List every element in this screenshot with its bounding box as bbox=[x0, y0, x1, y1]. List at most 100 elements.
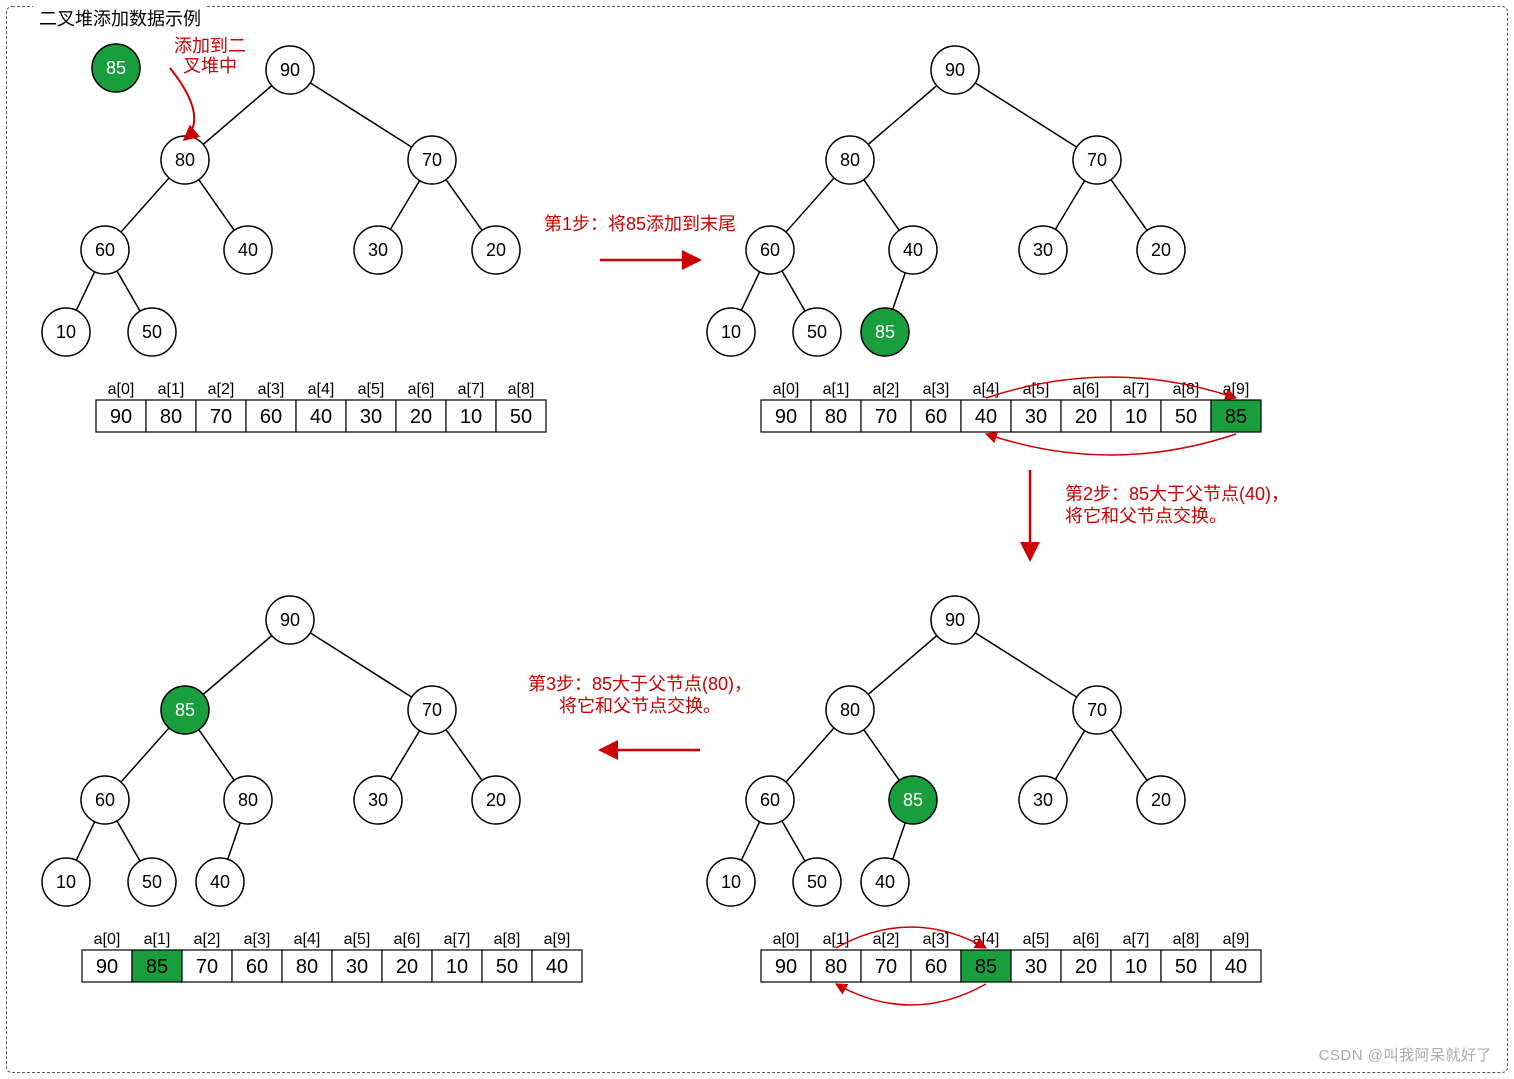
array-value: 30 bbox=[346, 956, 368, 978]
array-header: a[1] bbox=[823, 931, 850, 948]
node-value: 40 bbox=[875, 872, 895, 892]
node-value: 30 bbox=[1033, 790, 1053, 810]
array-value: 80 bbox=[160, 406, 182, 428]
array-header: a[9] bbox=[544, 931, 571, 948]
node-value: 80 bbox=[238, 790, 258, 810]
array-value: 60 bbox=[260, 406, 282, 428]
array-header: a[6] bbox=[408, 381, 435, 398]
tree-edge bbox=[741, 272, 759, 311]
watermark: CSDN @叫我阿呆就好了 bbox=[1319, 1044, 1492, 1065]
node-value: 20 bbox=[486, 790, 506, 810]
array-value: 10 bbox=[1125, 406, 1147, 428]
node-value: 70 bbox=[1087, 150, 1107, 170]
array-header: a[2] bbox=[873, 931, 900, 948]
node-value: 60 bbox=[95, 240, 115, 260]
tree-edge bbox=[893, 823, 905, 860]
array-header: a[2] bbox=[873, 381, 900, 398]
step3-label: 第3步：85大于父节点(80)， bbox=[528, 674, 752, 694]
tree-edge bbox=[786, 178, 834, 232]
tree-edge bbox=[1111, 180, 1147, 231]
annotation-arrow bbox=[170, 68, 194, 140]
node-value: 85 bbox=[106, 58, 126, 78]
array-value: 80 bbox=[825, 956, 847, 978]
tree-edge bbox=[76, 822, 94, 861]
panel-p4: 90857060803020105040a[0]a[1]a[2]a[3]a[4]… bbox=[42, 596, 582, 982]
array-header: a[8] bbox=[494, 931, 521, 948]
node-value: 80 bbox=[840, 700, 860, 720]
array-header: a[0] bbox=[108, 381, 135, 398]
node-value: 10 bbox=[56, 872, 76, 892]
panel-p1: 90807060403020105085a[0]a[1]a[2]a[3]a[4]… bbox=[42, 36, 546, 432]
node-value: 80 bbox=[175, 150, 195, 170]
node-value: 50 bbox=[807, 322, 827, 342]
tree-edge bbox=[310, 83, 411, 147]
node-value: 60 bbox=[760, 240, 780, 260]
array-value: 70 bbox=[210, 406, 232, 428]
tree-edge bbox=[786, 728, 834, 782]
node-value: 60 bbox=[760, 790, 780, 810]
node-value: 30 bbox=[368, 240, 388, 260]
array-header: a[7] bbox=[1123, 381, 1150, 398]
annotation-text: 添加到二 bbox=[174, 36, 246, 56]
tree-edge bbox=[975, 633, 1076, 697]
array-value: 20 bbox=[396, 956, 418, 978]
array-value: 50 bbox=[510, 406, 532, 428]
array-value: 60 bbox=[246, 956, 268, 978]
node-value: 60 bbox=[95, 790, 115, 810]
node-value: 80 bbox=[840, 150, 860, 170]
node-value: 30 bbox=[1033, 240, 1053, 260]
array-header: a[1] bbox=[158, 381, 185, 398]
tree-edge bbox=[864, 180, 899, 231]
node-value: 70 bbox=[422, 150, 442, 170]
tree-edge bbox=[199, 730, 234, 781]
node-value: 70 bbox=[422, 700, 442, 720]
array-value: 85 bbox=[1225, 406, 1247, 428]
diagram-svg: 90 80 70 60 40 30 20 10 50 85 a[0] a[1] a[2] a[3] a[4]… bbox=[0, 0, 1514, 1079]
swap-arc-bottom bbox=[836, 984, 986, 1005]
node-value: 90 bbox=[280, 60, 300, 80]
step2-label: 第2步：85大于父节点(40)， bbox=[1065, 484, 1289, 504]
array-value: 50 bbox=[1175, 406, 1197, 428]
array-header: a[4] bbox=[308, 381, 335, 398]
array-value: 70 bbox=[196, 956, 218, 978]
array-value: 40 bbox=[1225, 956, 1247, 978]
node-value: 70 bbox=[1087, 700, 1107, 720]
node-value: 20 bbox=[1151, 240, 1171, 260]
tree-edge bbox=[203, 86, 272, 145]
tree-edge bbox=[446, 180, 482, 231]
array-header: a[0] bbox=[773, 931, 800, 948]
node-value: 50 bbox=[807, 872, 827, 892]
step3-label: 将它和父节点交换。 bbox=[559, 696, 721, 716]
array-header: a[6] bbox=[394, 931, 421, 948]
tree-edge bbox=[975, 83, 1076, 147]
array-value: 90 bbox=[96, 956, 118, 978]
array-value: 30 bbox=[1025, 406, 1047, 428]
array-value: 10 bbox=[446, 956, 468, 978]
annotation-text: 叉堆中 bbox=[183, 56, 237, 76]
tree-edge bbox=[228, 823, 240, 860]
node-value: 10 bbox=[56, 322, 76, 342]
array-header: a[5] bbox=[344, 931, 371, 948]
tree-edge bbox=[121, 728, 169, 782]
array-header: a[2] bbox=[208, 381, 235, 398]
tree-edge bbox=[117, 271, 140, 311]
tree-edge bbox=[390, 731, 419, 780]
node-value: 30 bbox=[368, 790, 388, 810]
array-header: a[7] bbox=[458, 381, 485, 398]
array-value: 20 bbox=[1075, 956, 1097, 978]
array-header: a[3] bbox=[244, 931, 271, 948]
array-header: a[9] bbox=[1223, 931, 1250, 948]
array-value: 20 bbox=[1075, 406, 1097, 428]
array-header: a[0] bbox=[94, 931, 121, 948]
array-header: a[8] bbox=[508, 381, 535, 398]
array-header: a[0] bbox=[773, 381, 800, 398]
node-value: 90 bbox=[945, 610, 965, 630]
panel-p3: 90807060853020105040a[0]a[1]a[2]a[3]a[4]… bbox=[707, 596, 1261, 1005]
array-value: 90 bbox=[775, 406, 797, 428]
array-value: 80 bbox=[296, 956, 318, 978]
array-header: a[7] bbox=[444, 931, 471, 948]
array-value: 85 bbox=[975, 956, 997, 978]
node-value: 50 bbox=[142, 872, 162, 892]
tree-edge bbox=[1111, 730, 1147, 781]
array-value: 60 bbox=[925, 956, 947, 978]
